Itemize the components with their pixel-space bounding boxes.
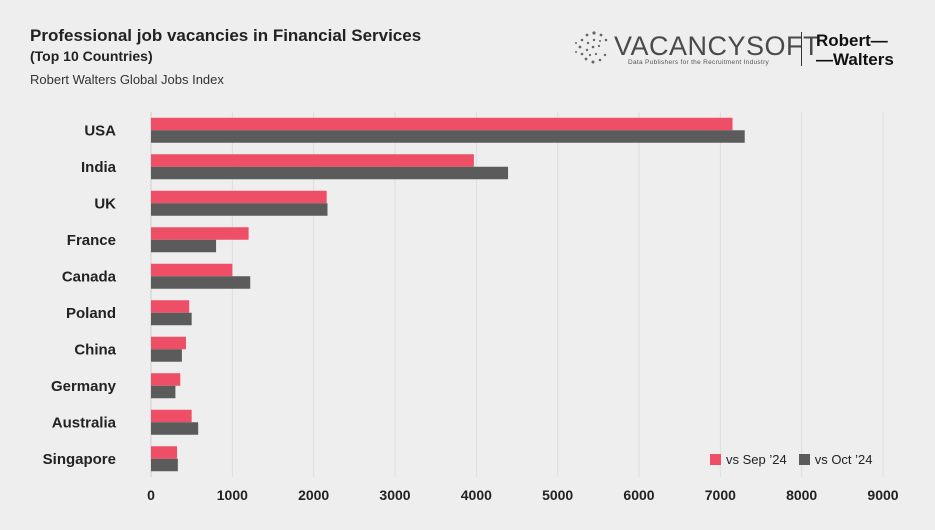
- chart-subtitle: (Top 10 Countries): [30, 48, 153, 64]
- x-tick-label: 2000: [298, 487, 329, 503]
- chart-source: Robert Walters Global Jobs Index: [30, 72, 224, 87]
- category-label: Germany: [51, 378, 117, 395]
- bar-sep: [151, 409, 192, 423]
- bar-oct: [151, 312, 192, 326]
- category-label: Canada: [62, 268, 117, 285]
- bar-sep: [151, 117, 733, 131]
- bar-oct: [151, 130, 745, 143]
- bar-sep: [151, 446, 178, 459]
- bar-oct: [151, 349, 182, 362]
- bar-oct: [151, 166, 509, 180]
- bar-oct: [151, 276, 251, 289]
- category-label: France: [67, 232, 116, 249]
- bar-sep: [151, 154, 474, 167]
- chart-title: Professional job vacancies in Financial …: [30, 26, 422, 45]
- category-label: UK: [94, 195, 116, 212]
- legend-swatch-sep: [710, 454, 721, 465]
- x-tick-label: 5000: [542, 487, 573, 503]
- x-tick-label: 7000: [705, 487, 736, 503]
- bar-oct: [151, 239, 217, 253]
- vacancysoft-logo: VACANCYSOFT: [614, 31, 821, 61]
- bar-sep: [151, 300, 190, 313]
- category-label: USA: [84, 122, 116, 139]
- bar-oct: [151, 458, 178, 472]
- bar-oct: [151, 422, 199, 435]
- vacancysoft-dots-icon: [575, 31, 608, 64]
- x-tick-label: 8000: [786, 487, 817, 503]
- category-label: Poland: [66, 305, 116, 322]
- chart-legend: vs Sep ’24 vs Oct ’24: [710, 452, 885, 467]
- x-tick-label: 3000: [379, 487, 410, 503]
- bar-oct: [151, 385, 176, 399]
- x-tick-label: 9000: [867, 487, 898, 503]
- bar-sep: [151, 336, 186, 350]
- category-label: China: [74, 341, 116, 358]
- bar-sep: [151, 227, 249, 240]
- robert-walters-logo: Robert— —Walters: [816, 31, 894, 69]
- logo-area: VACANCYSOFT Data Publishers for the Recr…: [570, 28, 910, 72]
- bar-sep: [151, 373, 181, 386]
- robert-walters-logo-line1: Robert—: [816, 31, 888, 50]
- legend-label-sep: vs Sep ’24: [726, 452, 787, 467]
- bar-sep: [151, 263, 233, 277]
- legend-item-sep: vs Sep ’24: [710, 452, 787, 467]
- legend-swatch-oct: [798, 454, 810, 465]
- x-tick-label: 0: [147, 487, 155, 503]
- category-label: Australia: [52, 414, 117, 431]
- x-tick-label: 1000: [217, 487, 248, 503]
- category-label: Singapore: [43, 451, 116, 468]
- bar-oct: [151, 203, 328, 216]
- legend-label-oct: vs Oct ’24: [814, 452, 873, 467]
- category-label: India: [81, 159, 117, 176]
- legend-item-oct: vs Oct ’24: [798, 452, 873, 467]
- vacancysoft-tagline: Data Publishers for the Recruitment Indu…: [628, 59, 770, 66]
- robert-walters-logo-line2: —Walters: [816, 50, 894, 69]
- bar-sep: [151, 190, 327, 204]
- x-tick-label: 6000: [623, 487, 654, 503]
- x-tick-label: 4000: [461, 487, 492, 503]
- logo-divider: [801, 32, 802, 66]
